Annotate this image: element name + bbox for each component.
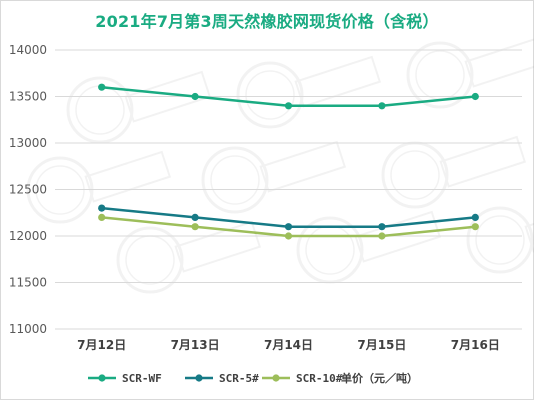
x-tick-label: 7月15日 (357, 338, 406, 352)
data-point-scr-5 (98, 204, 106, 212)
legend-label: SCR-WF (122, 372, 162, 385)
legend-swatch-marker (195, 374, 203, 382)
data-point-scr-10 (378, 232, 386, 240)
y-tick-label: 11500 (9, 276, 47, 290)
data-point-scr-wf (191, 92, 199, 101)
x-tick-label: 7月16日 (451, 338, 500, 352)
series-lines (98, 83, 479, 240)
data-point-scr-10 (284, 232, 293, 240)
y-tick-label: 12500 (9, 183, 47, 197)
grid-lines (55, 49, 522, 330)
legend-label: SCR-5# (219, 372, 259, 385)
legend-item: SCR-WF (88, 372, 162, 385)
watermark-stamp (466, 200, 534, 274)
data-point-scr-wf (378, 102, 386, 110)
watermark-stamp (236, 55, 382, 129)
y-axis-ticks: 11000 11500 12000 12500 13000 13500 14000 (9, 43, 47, 336)
y-tick-label: 12000 (9, 229, 47, 243)
data-point-scr-5 (191, 213, 199, 221)
unit-label: 单价（元／吨） (341, 371, 418, 385)
data-point-scr-wf (98, 83, 106, 91)
data-point-scr-wf (284, 102, 293, 110)
watermark-stamp (116, 220, 262, 294)
x-tick-label: 7月13日 (171, 338, 220, 352)
data-point-scr-5 (284, 223, 293, 231)
x-axis-ticks: 7月12日 7月13日 7月14日 7月15日 7月16日 (77, 338, 500, 352)
chart-title: 2021年7月第3周天然橡胶网现货价格（含税） (95, 12, 439, 31)
watermark-stamp (66, 70, 212, 144)
legend-item: SCR-5# (185, 372, 259, 385)
y-tick-label: 11000 (9, 322, 47, 336)
y-tick-label: 14000 (9, 43, 47, 57)
legend: SCR-WF SCR-5# SCR-10#单价（元／吨） (88, 371, 418, 385)
watermark-layer (26, 35, 534, 294)
x-tick-label: 7月12日 (77, 338, 126, 352)
data-point-scr-10 (98, 213, 106, 221)
data-point-scr-5 (378, 223, 386, 231)
data-point-scr-10 (191, 223, 199, 231)
legend-label: SCR-10# (296, 372, 343, 385)
legend-swatch-marker (98, 374, 106, 382)
legend-item: SCR-10# (262, 372, 343, 385)
legend-swatch-marker (272, 374, 280, 382)
data-point-scr-10 (471, 223, 479, 231)
watermark-stamp (201, 140, 347, 214)
x-tick-label: 7月14日 (264, 338, 313, 352)
watermark-stamp (26, 150, 172, 224)
data-point-scr-wf (471, 92, 479, 101)
y-tick-label: 13500 (9, 90, 47, 104)
watermark-stamp (381, 135, 527, 209)
y-tick-label: 13000 (9, 136, 47, 150)
data-point-scr-5 (471, 213, 479, 221)
